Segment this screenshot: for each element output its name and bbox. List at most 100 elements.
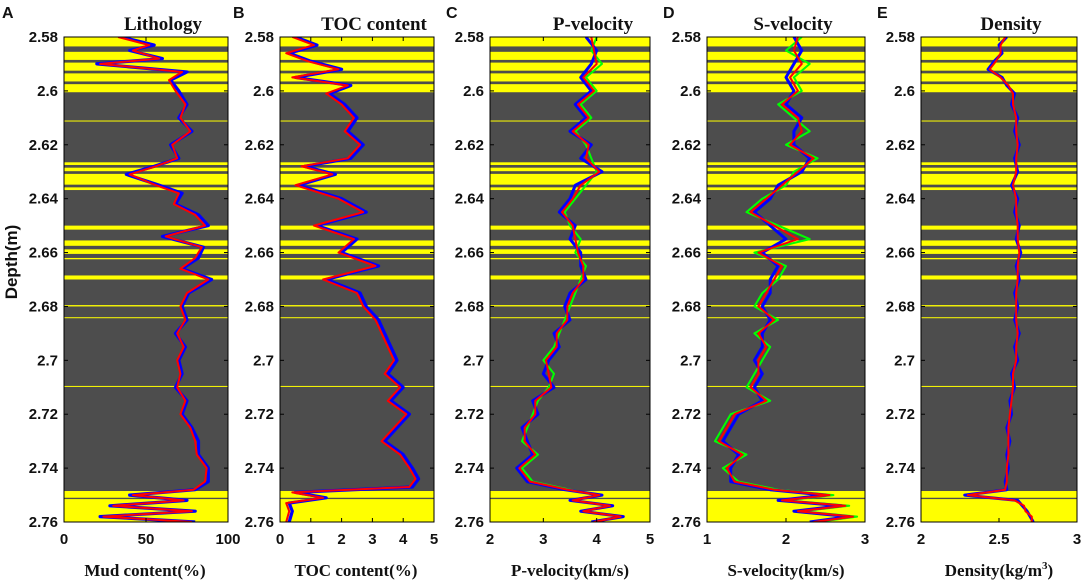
panel-a-highlight-band-12 (64, 249, 228, 254)
panel-c-xlabel: P-velocity(km/s) (511, 561, 629, 580)
panel-e-highlight-band-18 (921, 491, 1077, 498)
panel-c-ytick-label-1: 2.6 (463, 83, 484, 100)
panel-c-highlight-band-0 (490, 37, 650, 47)
panel-b-ytick-label-1: 2.6 (253, 83, 274, 100)
panel-c-highlight-band-1 (490, 51, 650, 60)
panel-b-xtick-label-4: 4 (399, 531, 408, 548)
panel-e-highlight-band-16 (921, 317, 1077, 319)
panel-e-highlight-band-7 (921, 167, 1077, 172)
panel-b-ytick-label-7: 2.72 (245, 406, 274, 423)
panel-e-xtick-label-2: 3 (1073, 531, 1081, 548)
y-axis-label: Depth(m) (2, 225, 21, 300)
panel-b-highlight-band-8 (280, 173, 434, 185)
panel-e: E Density 2.58 2.6 2.62 2.64 2.66 2.68 2.7 2.72… (877, 5, 1081, 580)
panel-e-highlight-band-0 (921, 37, 1077, 47)
panel-b-highlight-band-14 (280, 275, 434, 280)
panel-e-ytick-label-9: 2.76 (886, 514, 915, 531)
panel-b-highlight-band-12 (280, 249, 434, 254)
panel-b-highlight-band-15 (280, 305, 434, 307)
panel-e-ytick-label-7: 2.72 (886, 406, 915, 423)
panel-a-bands (64, 37, 228, 522)
panel-d-highlight-band-12 (707, 249, 865, 254)
panel-c-highlight-band-8 (490, 173, 650, 185)
panel-e-ytick-label-1: 2.6 (894, 83, 915, 100)
panel-c-highlight-band-9 (490, 187, 650, 191)
panel-e-highlight-band-12 (921, 249, 1077, 254)
panel-d-ytick-label-1: 2.6 (680, 83, 701, 100)
panel-e-xlabel-tail: ) (1048, 561, 1054, 580)
panel-c-ytick-label-4: 2.66 (455, 245, 484, 262)
panel-e-xlabel: Density(kg/m3) (945, 560, 1053, 580)
panel-c-highlight-band-6 (490, 162, 650, 165)
panel-c-ytick-label-2: 2.62 (455, 137, 484, 154)
panel-e-highlight-band-11 (921, 240, 1077, 246)
panel-b-highlight-band-18 (280, 491, 434, 498)
panel-d-series-trace-red (717, 37, 855, 522)
panel-b-ytick-label-0: 2.58 (245, 29, 274, 46)
panel-e-highlight-band-17 (921, 385, 1077, 387)
panel-e-ytick-label-5: 2.68 (886, 298, 915, 315)
panel-a-ytick-label-2: 2.62 (29, 137, 58, 154)
panel-b-xtick-label-2: 2 (337, 531, 345, 548)
panel-b-ytick-label-4: 2.66 (245, 245, 274, 262)
panel-d-highlight-band-7 (707, 167, 865, 172)
panel-a-title: Lithology (124, 14, 203, 35)
panel-c-bands (490, 37, 650, 522)
panel-a-highlight-band-3 (64, 73, 228, 82)
panel-b-highlight-band-16 (280, 317, 434, 319)
panel-b-highlight-band-4 (280, 84, 434, 93)
panel-d-ytick-label-0: 2.58 (672, 29, 701, 46)
panel-a: A Lithology 2.582.62.622.642.662.682.72.… (2, 5, 241, 580)
panel-e-bands (921, 37, 1077, 522)
panel-b-ytick-label-5: 2.68 (245, 298, 274, 315)
panel-b-highlight-band-10 (280, 225, 434, 230)
panel-e-ytick-label-0: 2.58 (886, 29, 915, 46)
panel-b-highlight-band-17 (280, 385, 434, 387)
panel-a-highlight-band-13 (64, 257, 228, 260)
panel-c-ytick-label-9: 2.76 (455, 514, 484, 531)
panel-a-highlight-band-9 (64, 187, 228, 191)
panel-c-highlight-band-13 (490, 257, 650, 260)
panel-d-highlight-band-16 (707, 317, 865, 319)
panel-a-highlight-band-15 (64, 305, 228, 307)
panel-c-highlight-band-7 (490, 167, 650, 172)
panel-c-highlight-band-11 (490, 240, 650, 246)
panel-d-highlight-band-14 (707, 275, 865, 280)
panel-e-highlight-band-19 (921, 499, 1077, 522)
panel-e-ytick-label-4: 2.66 (886, 245, 915, 262)
panel-d-ticks: 2.58 2.6 2.62 2.64 2.66 2.68 2.7 2.72 2.74 2.761 2… (672, 29, 869, 548)
panel-b-highlight-band-0 (280, 37, 434, 47)
panel-b-highlight-band-1 (280, 51, 434, 60)
panel-c-highlight-band-5 (490, 120, 650, 122)
panel-a-highlight-band-11 (64, 240, 228, 246)
panel-c-ytick-label-8: 2.74 (455, 460, 485, 477)
panel-a-ytick-label-7: 2.72 (29, 406, 58, 423)
panel-d-highlight-band-10 (707, 225, 865, 230)
panel-d-xtick-label-2: 3 (861, 531, 869, 548)
panel-a-ytick-label-5: 2.68 (29, 298, 58, 315)
panel-d-ytick-label-4: 2.66 (672, 245, 701, 262)
panel-e-highlight-band-14 (921, 275, 1077, 280)
panel-e-title: Density (980, 14, 1042, 35)
panel-b-highlight-band-2 (280, 62, 434, 71)
panel-e-ticks: 2.58 2.6 2.62 2.64 2.66 2.68 2.7 2.72 2.74 2.762 2… (886, 29, 1081, 548)
panel-a-ytick-label-4: 2.66 (29, 245, 58, 262)
panel-e-highlight-band-15 (921, 305, 1077, 307)
panel-e-highlight-band-6 (921, 162, 1077, 165)
panel-c-ytick-label-5: 2.68 (455, 298, 484, 315)
panel-d-bands (707, 37, 865, 522)
panel-b-ticks: 2.58 2.6 2.62 2.64 2.66 2.68 2.7 2.72 2.74 2.760 1… (245, 29, 438, 548)
panel-b-xtick-label-1: 1 (307, 531, 315, 548)
panel-d-highlight-band-2 (707, 62, 865, 71)
panel-e-highlight-band-8 (921, 173, 1077, 185)
panel-c-xtick-label-1: 3 (539, 531, 547, 548)
panel-e-highlight-band-5 (921, 120, 1077, 122)
panel-c-ytick-label-6: 2.7 (463, 352, 484, 369)
panel-d-highlight-band-5 (707, 120, 865, 122)
panel-b-highlight-band-5 (280, 120, 434, 122)
panel-c-highlight-band-3 (490, 73, 650, 82)
panel-a-ytick-label-9: 2.76 (29, 514, 58, 531)
panel-b-highlight-band-6 (280, 162, 434, 165)
panel-c-highlight-band-10 (490, 225, 650, 230)
panel-d-ytick-label-8: 2.74 (672, 460, 702, 477)
